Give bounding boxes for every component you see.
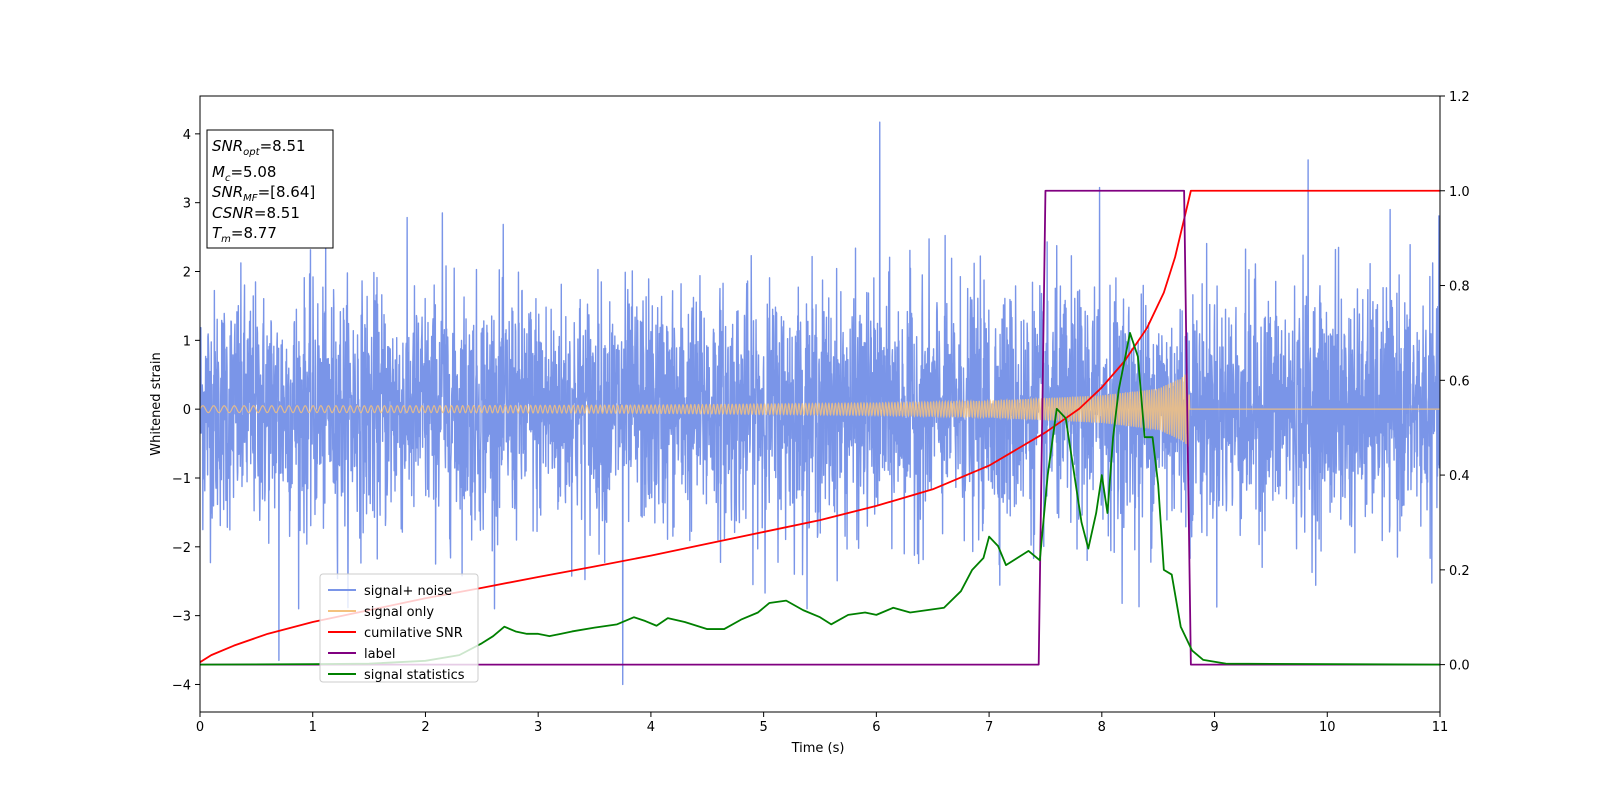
legend-label: cumilative SNR [364,626,463,641]
x-tick-label: 1 [309,720,317,735]
annotation-snr-mf-value: =[8.64] [258,183,316,201]
annotation-mc-base: M [212,163,225,181]
x-tick-label: 9 [1210,720,1218,735]
legend-item-signal-statistics: signal statistics [328,668,465,683]
y2-tick-label: 0.8 [1449,280,1470,295]
series-signal-noise [200,121,1440,686]
annotation-line-snr-mf: SNRMF=[8.64] [212,183,315,204]
x-tick-label: 4 [647,720,655,735]
y-tick-label: 1 [183,334,191,349]
y-tick-label: −4 [172,678,191,693]
x-axis-label: Time (s) [791,741,845,756]
annotation-mc-value: =5.08 [230,163,276,181]
annotation-tm-value: =8.77 [231,224,277,242]
annotation-frame [206,129,334,249]
x-tick-label: 11 [1432,720,1449,735]
signal-noise-line [200,121,1440,686]
annotation-line-csnr: CSNR=8.51 [212,204,300,222]
signal-only-line [200,372,1440,447]
y-tick-label: 0 [183,403,191,418]
legend-label: signal only [364,605,434,620]
signal-statistics-line [200,332,1440,666]
annotation-line-snr-opt: SNRopt=8.51 [212,137,306,158]
legend-item-label: label [328,647,395,662]
y-tick-label: 2 [183,266,191,281]
y-tick-label: 3 [183,197,191,212]
y2-tick-label: 0.4 [1449,469,1470,484]
y-axis-label: Whitened strain [149,352,164,455]
y2-tick-label: 0.6 [1449,374,1470,389]
legend-label: signal+ noise [364,584,452,599]
annotation-tm-sub: m [221,234,231,245]
x-tick-label: 8 [1098,720,1106,735]
annotation-csnr-value: =8.51 [254,204,300,222]
y-tick-label: −1 [172,472,191,487]
legend-label: signal statistics [364,668,465,683]
plot-frame [199,95,1441,713]
legend-label: label [364,647,395,662]
annotation-line-mc: Mc=5.08 [212,163,276,184]
y-axis-ticks: −4 −3 −2 −1 0 1 2 3 4 [172,128,200,693]
x-tick-label: 3 [534,720,542,735]
legend-item-signal-only: signal only [328,605,434,620]
annotation-snr-opt-value: =8.51 [260,137,306,155]
x-tick-label: 5 [759,720,767,735]
legend: signal+ noise signal only cumilative SNR la… [319,573,479,683]
metrics-annotation: SNRopt=8.51 Mc=5.08 SNRMF=[8.64] CSNR=8.… [206,129,334,249]
legend-frame [319,573,479,683]
legend-item-signal-noise: signal+ noise [328,584,452,599]
label-line [200,189,1440,666]
x-axis-ticks: 0 1 2 3 4 5 6 7 8 9 10 11 [196,712,1448,735]
x-tick-label: 6 [872,720,880,735]
x-tick-label: 10 [1319,720,1336,735]
annotation-line-tm: Tm=8.77 [212,224,277,245]
legend-items: signal+ noise signal only cumilative SNR la… [328,584,465,683]
annotation-snr-opt-sub: opt [243,147,260,158]
annotation-mc-sub: c [225,173,231,184]
y2-tick-label: 1.0 [1449,185,1470,200]
x-tick-label: 0 [196,720,204,735]
y2-tick-label: 0.0 [1449,659,1470,674]
annotation-snr-mf-base: SNR [212,183,243,201]
y-tick-label: −3 [172,610,191,625]
y-tick-label: 4 [183,128,191,143]
y2-tick-label: 0.2 [1449,564,1470,579]
y2-axis-ticks: 0.0 0.2 0.4 0.6 0.8 1.0 1.2 [1440,90,1470,674]
x-tick-label: 7 [985,720,993,735]
series-signal-only [200,372,1440,447]
legend-item-cumulative-snr: cumilative SNR [328,626,463,641]
y-tick-label: −2 [172,541,191,556]
x-tick-label: 2 [421,720,429,735]
annotation-csnr-base: CSNR [212,204,254,222]
annotation-snr-mf-sub: MF [243,193,258,204]
annotation-snr-opt-base: SNR [212,137,243,155]
y2-tick-label: 1.2 [1449,90,1470,105]
annotation-tm-base: T [212,224,223,242]
